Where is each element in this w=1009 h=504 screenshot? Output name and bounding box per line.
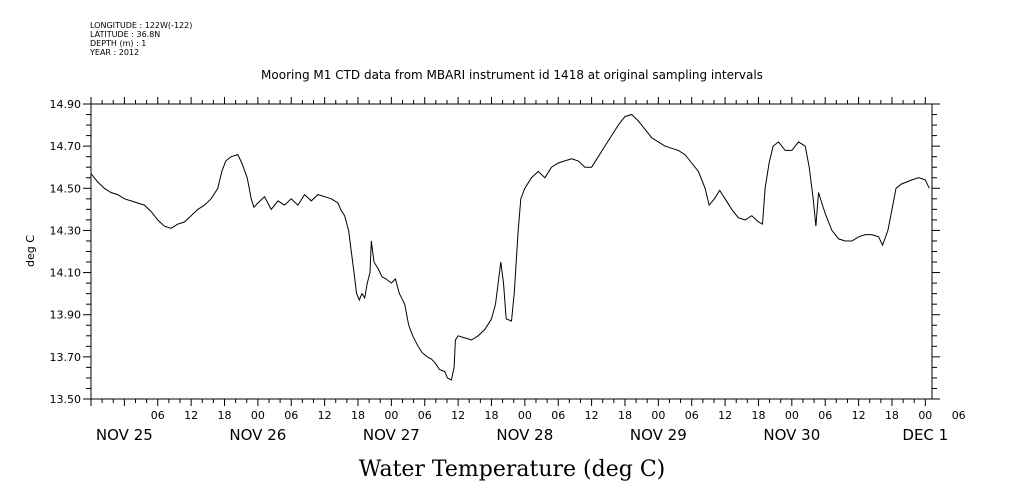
y-tick-label: 13.70 bbox=[50, 351, 82, 364]
y-tick-label: 14.50 bbox=[50, 182, 82, 195]
x-day-label: NOV 29 bbox=[630, 426, 687, 444]
x-tick-label: 00 bbox=[651, 409, 665, 422]
x-tick-label: 06 bbox=[952, 409, 966, 422]
depth-label: DEPTH (m) : 1 bbox=[90, 39, 147, 48]
x-day-label: NOV 25 bbox=[96, 426, 153, 444]
latitude-label: LATITUDE : 36.8N bbox=[90, 30, 161, 39]
x-tick-label: 06 bbox=[551, 409, 565, 422]
x-tick-labels: 06 12 18 00 06 12 18 00 06 12 18 00 06 12 18 00 06 12 18 00… bbox=[151, 409, 966, 422]
x-day-label: DEC 1 bbox=[902, 426, 948, 444]
axis-ticks bbox=[83, 97, 940, 406]
x-tick-label: 12 bbox=[451, 409, 465, 422]
x-tick-label: 06 bbox=[818, 409, 832, 422]
x-day-labels: NOV 25 NOV 26 NOV 27 NOV 28 NOV 29 NOV 30 DEC … bbox=[96, 426, 948, 444]
x-tick-label: 06 bbox=[685, 409, 699, 422]
x-tick-label: 00 bbox=[384, 409, 398, 422]
x-axis-label: Water Temperature (deg C) bbox=[359, 457, 666, 482]
x-tick-label: 12 bbox=[318, 409, 332, 422]
x-tick-label: 18 bbox=[885, 409, 899, 422]
longitude-label: LONGITUDE : 122W(-122) bbox=[90, 21, 193, 30]
x-tick-label: 18 bbox=[351, 409, 365, 422]
series-line bbox=[90, 113, 930, 381]
x-tick-label: 18 bbox=[618, 409, 632, 422]
x-tick-label: 18 bbox=[751, 409, 765, 422]
x-day-label: NOV 26 bbox=[229, 426, 286, 444]
x-tick-label: 12 bbox=[184, 409, 198, 422]
x-tick-label: 00 bbox=[518, 409, 532, 422]
x-tick-label: 00 bbox=[918, 409, 932, 422]
x-tick-label: 06 bbox=[151, 409, 165, 422]
x-tick-label: 12 bbox=[585, 409, 599, 422]
x-day-label: NOV 30 bbox=[763, 426, 820, 444]
y-tick-label: 14.70 bbox=[50, 140, 82, 153]
y-tick-label: 14.30 bbox=[50, 224, 82, 237]
y-tick-label: 14.10 bbox=[50, 267, 82, 280]
y-tick-label: 13.90 bbox=[50, 309, 82, 322]
x-tick-label: 12 bbox=[852, 409, 866, 422]
x-tick-label: 06 bbox=[284, 409, 298, 422]
y-tick-label: 14.90 bbox=[50, 98, 82, 111]
x-day-label: NOV 27 bbox=[363, 426, 420, 444]
x-tick-label: 18 bbox=[217, 409, 231, 422]
y-axis-label: deg C bbox=[24, 235, 37, 267]
chart-title: Mooring M1 CTD data from MBARI instrumen… bbox=[261, 68, 763, 82]
y-tick-labels: 13.50 13.70 13.90 14.10 14.30 14.50 14.70 14.90 bbox=[50, 98, 82, 406]
x-tick-label: 12 bbox=[718, 409, 732, 422]
x-tick-label: 18 bbox=[484, 409, 498, 422]
year-label: YEAR : 2012 bbox=[90, 48, 140, 57]
x-day-label: NOV 28 bbox=[496, 426, 553, 444]
x-tick-label: 00 bbox=[251, 409, 265, 422]
x-tick-label: 06 bbox=[418, 409, 432, 422]
y-tick-label: 13.50 bbox=[50, 393, 82, 406]
x-tick-label: 00 bbox=[785, 409, 799, 422]
